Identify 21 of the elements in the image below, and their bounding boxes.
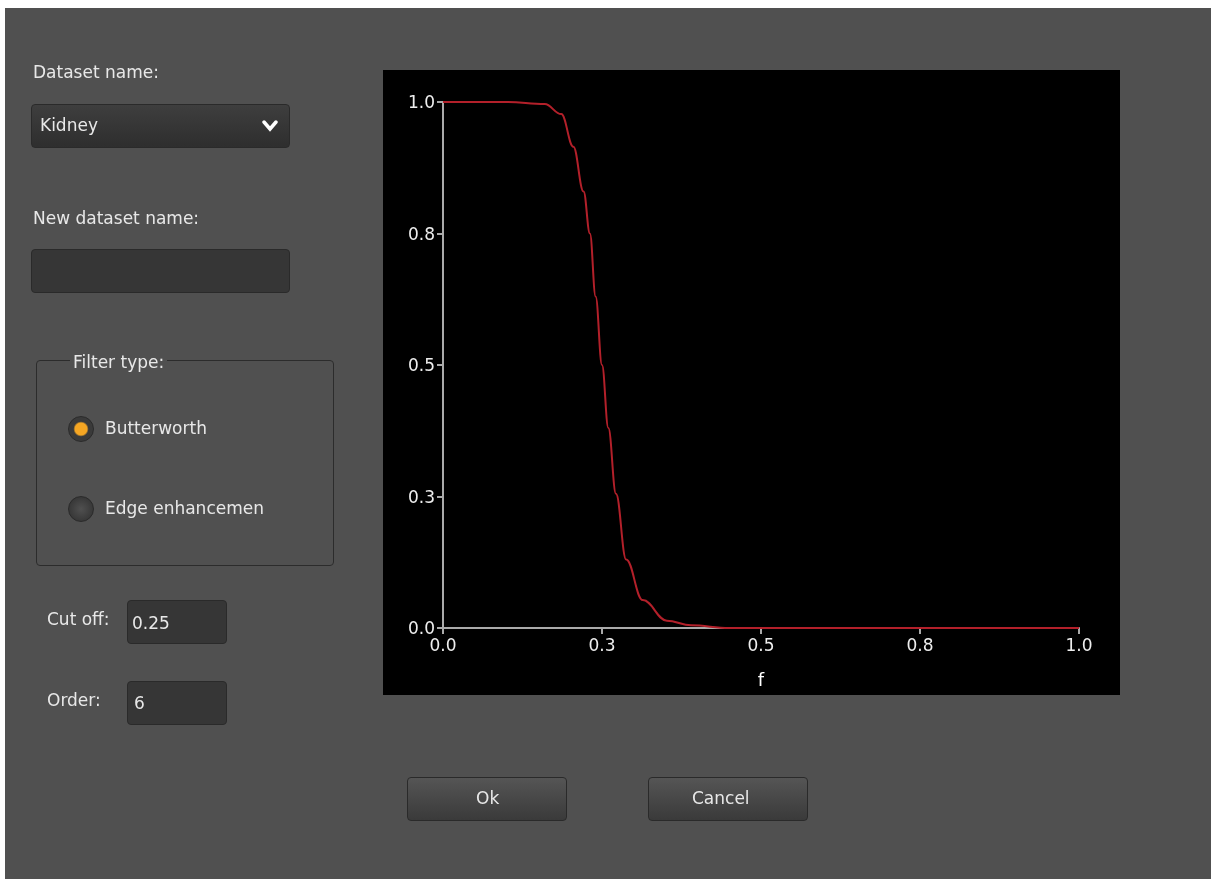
- text: 6: [134, 693, 145, 713]
- text: 0.25: [132, 613, 170, 633]
- text: Cut off:: [47, 609, 110, 629]
- x-axis-title: f: [757, 668, 765, 690]
- x-tick-label: 0.8: [906, 634, 934, 655]
- x-tick-label: 1.0: [1065, 634, 1093, 655]
- text: Kidney: [40, 115, 98, 135]
- x-tick-label: 0.5: [747, 634, 775, 655]
- text: New dataset name:: [33, 208, 200, 228]
- text: Butterworth: [105, 418, 207, 438]
- x-tick-label: 0.3: [588, 634, 616, 655]
- text: Filter type:: [70, 352, 168, 372]
- text: Cancel: [692, 788, 750, 808]
- text: Edge enhancemen: [105, 498, 264, 518]
- y-tick-label: 1.0: [407, 92, 435, 112]
- text: Dataset name:: [33, 62, 159, 82]
- text: Ok: [476, 788, 500, 808]
- y-tick-label: 0.8: [407, 223, 435, 244]
- text: Order:: [47, 690, 101, 710]
- y-tick-label: 0.5: [407, 355, 435, 375]
- y-tick-label: 0.3: [407, 486, 435, 507]
